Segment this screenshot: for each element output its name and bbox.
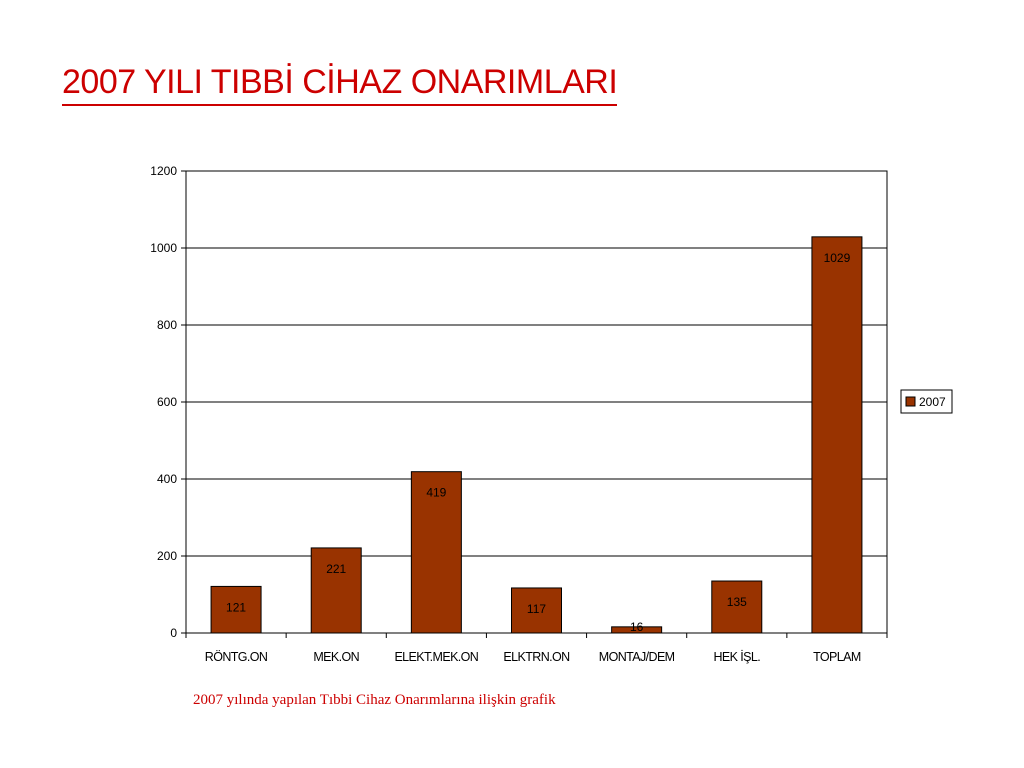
legend: 2007	[900, 389, 953, 414]
bar	[811, 236, 863, 634]
y-tick-label: 200	[157, 549, 177, 563]
data-label: 1029	[824, 251, 851, 265]
y-tick-label: 1200	[150, 164, 177, 178]
data-label: 419	[426, 486, 446, 500]
data-label: 117	[527, 602, 546, 616]
x-tick-label: ELKTRN.ON	[503, 650, 570, 664]
data-label: 121	[226, 600, 246, 614]
x-tick-label: ELEKT.MEK.ON	[394, 650, 478, 664]
data-label: 135	[727, 595, 747, 609]
plot-border	[185, 170, 888, 634]
x-tick-label: TOPLAM	[813, 650, 861, 664]
x-tick-label: MONTAJ/DEM	[599, 650, 675, 664]
y-tick-label: 400	[157, 472, 177, 486]
gridlines	[186, 170, 887, 557]
data-labels: 121 221 419 117 16 135 1029	[226, 251, 851, 634]
x-tick-label: HEK İŞL.	[713, 650, 760, 664]
chart-caption: 2007 yılında yapılan Tıbbi Cihaz Onarıml…	[193, 692, 556, 708]
bar	[711, 580, 763, 634]
legend-label: 2007	[919, 395, 946, 409]
y-tick-label: 1000	[150, 241, 177, 255]
y-tick-label: 600	[157, 395, 177, 409]
legend-swatch	[905, 396, 916, 407]
axes: 0 200 400 600 800 1000 1200 RÖNTG.ON MEK.ON ELEKT…	[150, 164, 888, 664]
bars	[210, 236, 863, 634]
bar	[410, 471, 462, 634]
bar	[310, 547, 362, 634]
x-tick-label: RÖNTG.ON	[205, 650, 268, 664]
y-tick-label: 800	[157, 318, 177, 332]
data-label: 221	[326, 562, 346, 576]
x-tick-label: MEK.ON	[313, 650, 359, 664]
y-tick-label: 0	[170, 626, 177, 640]
legend-box	[900, 389, 953, 414]
data-label: 16	[630, 620, 644, 634]
bar	[511, 587, 562, 634]
slide-title: 2007 YILI TIBBİ CİHAZ ONARIMLARI	[62, 62, 618, 106]
